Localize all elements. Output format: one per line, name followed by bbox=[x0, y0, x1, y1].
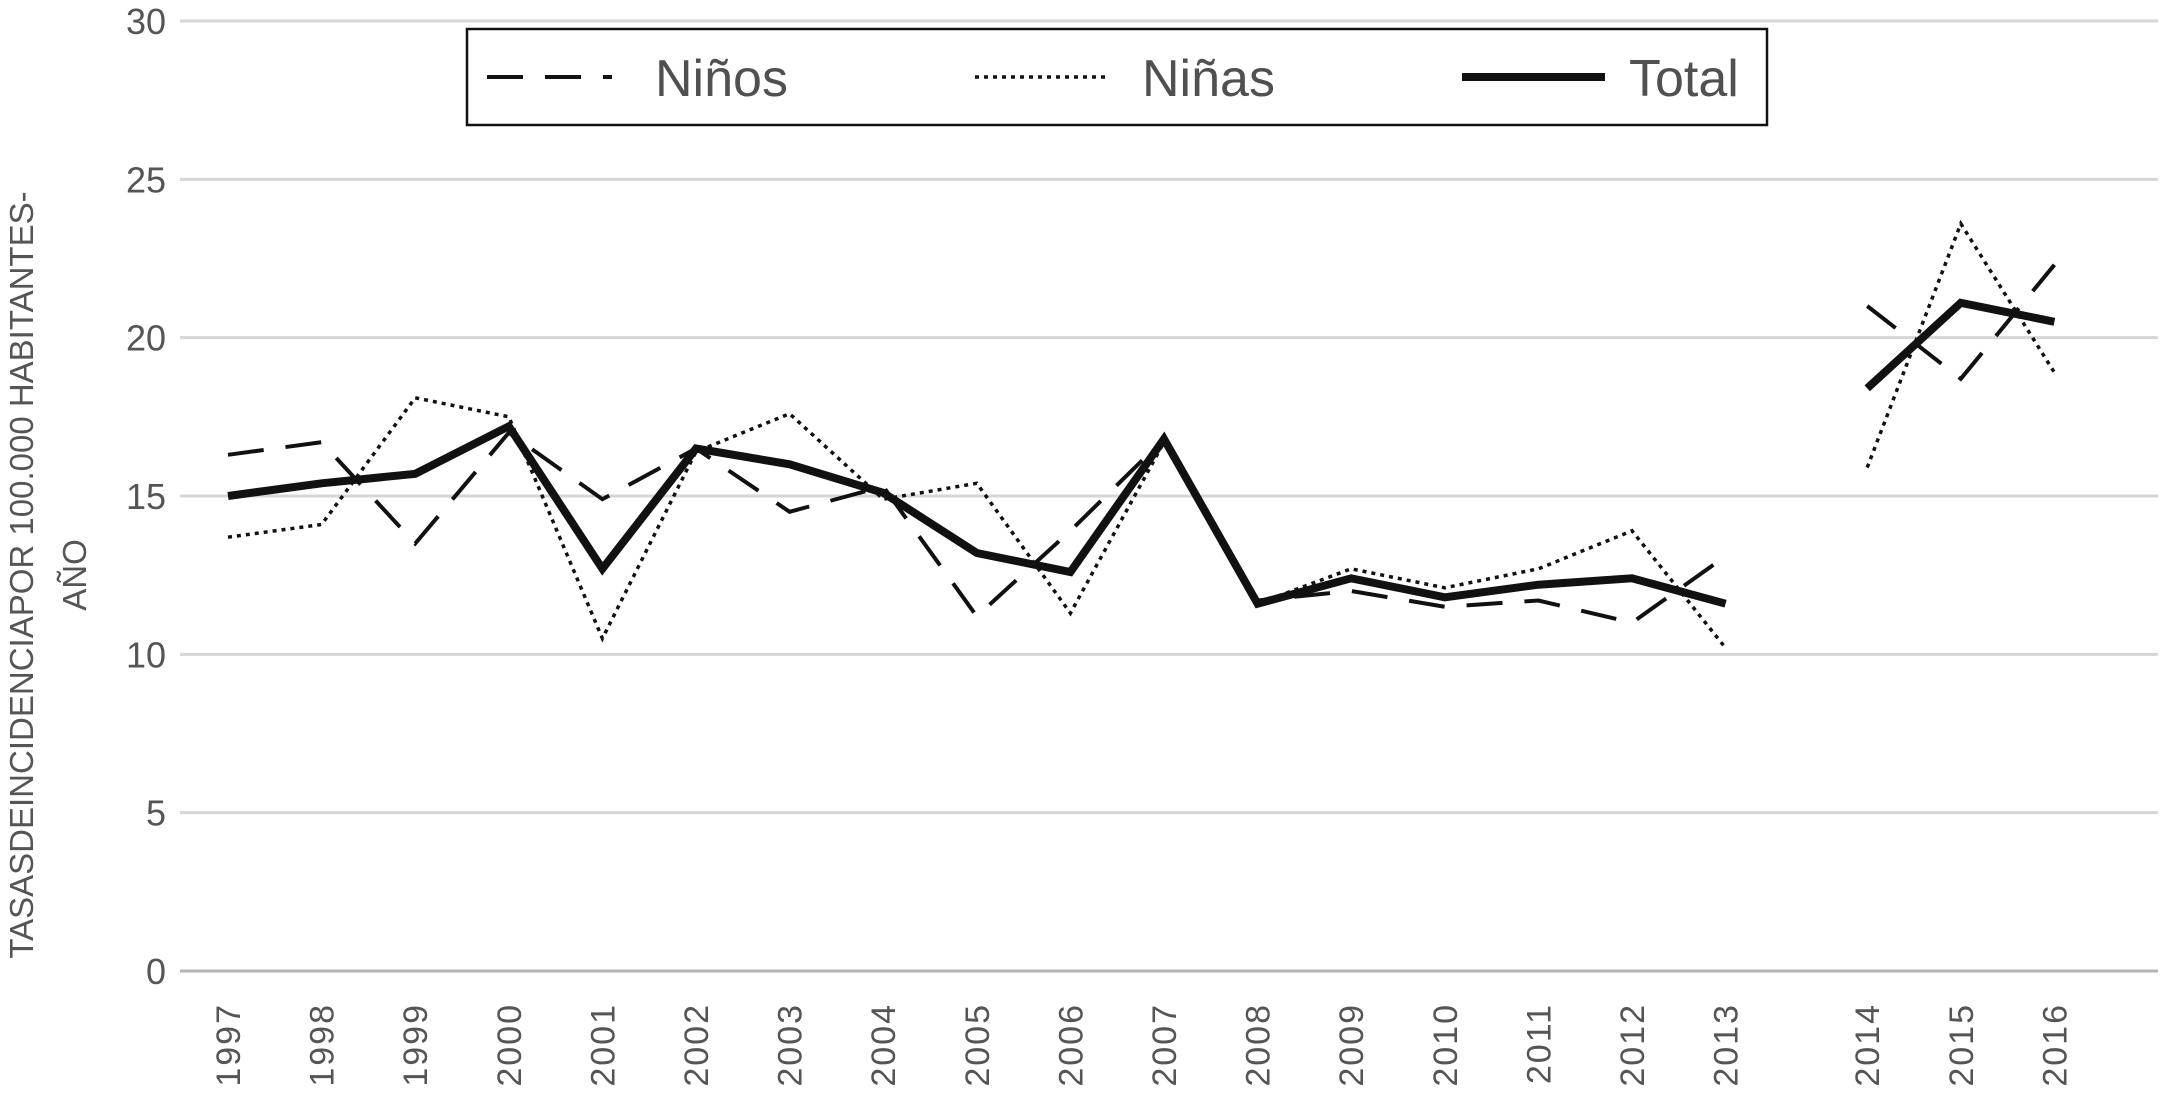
series-dashed bbox=[227, 263, 2056, 625]
y-tick-label: 10 bbox=[126, 634, 166, 675]
x-tick-label: 1998 bbox=[304, 1003, 342, 1087]
y-tick-label: 20 bbox=[126, 318, 166, 359]
series-line-segment bbox=[227, 421, 1727, 609]
series-line-segment bbox=[227, 430, 1727, 625]
x-tick-label: 2016 bbox=[2036, 1003, 2074, 1087]
x-tick-label: 2015 bbox=[1943, 1003, 1981, 1087]
x-tick-label: 2007 bbox=[1146, 1003, 1184, 1087]
y-axis-ticks: 0 5 10 15 20 25 30 bbox=[126, 1, 166, 992]
series-line-segment bbox=[1864, 298, 2056, 392]
x-tick-label: 2006 bbox=[1052, 1003, 1090, 1087]
x-tick-label: 2010 bbox=[1427, 1003, 1465, 1087]
gridlines bbox=[180, 19, 2158, 973]
y-tick-label: 25 bbox=[126, 159, 166, 200]
series-dotted bbox=[227, 219, 2056, 650]
x-tick-label: 2000 bbox=[491, 1003, 529, 1087]
x-tick-label: 2005 bbox=[959, 1003, 997, 1087]
x-tick-label: 2012 bbox=[1614, 1003, 1652, 1087]
x-tick-label: 2004 bbox=[865, 1003, 903, 1087]
x-tick-label: 2014 bbox=[1849, 1003, 1887, 1087]
legend-label-ninos: Niños bbox=[655, 50, 788, 108]
y-axis-title-line-2: AÑO bbox=[56, 539, 93, 611]
x-tick-label: 1999 bbox=[397, 1003, 435, 1087]
series-line-segment bbox=[1865, 219, 2056, 469]
x-axis-ticks: 1997 1998 1999 2000 2001 2002 2003 2004 2005 2006… bbox=[210, 1003, 2074, 1087]
y-tick-label: 30 bbox=[126, 1, 166, 42]
series-lines bbox=[227, 219, 2056, 650]
series-solid bbox=[227, 298, 2056, 609]
legend: Niños Niñas Total bbox=[465, 27, 1769, 127]
y-axis-title: TASASDEINCIDENCIAPOR 100.000 HABITANTES-… bbox=[3, 191, 93, 958]
legend-label-total: Total bbox=[1629, 50, 1739, 108]
x-tick-label: 1997 bbox=[210, 1003, 248, 1087]
x-tick-label: 2011 bbox=[1520, 1003, 1558, 1084]
x-tick-label: 2013 bbox=[1708, 1003, 1746, 1087]
y-tick-label: 15 bbox=[126, 476, 166, 517]
x-tick-label: 2003 bbox=[772, 1003, 810, 1087]
x-tick-label: 2009 bbox=[1333, 1003, 1371, 1087]
series-line-segment bbox=[227, 395, 1727, 650]
y-tick-label: 0 bbox=[146, 951, 166, 992]
x-tick-label: 2002 bbox=[678, 1003, 716, 1087]
legend-label-ninas: Niñas bbox=[1142, 50, 1275, 108]
y-axis-title-line-1: TASASDEINCIDENCIAPOR 100.000 HABITANTES- bbox=[3, 191, 40, 958]
series-line-segment bbox=[1865, 263, 2056, 382]
x-tick-label: 2001 bbox=[584, 1003, 622, 1087]
y-tick-label: 5 bbox=[146, 793, 166, 834]
x-tick-label: 2008 bbox=[1240, 1003, 1278, 1087]
